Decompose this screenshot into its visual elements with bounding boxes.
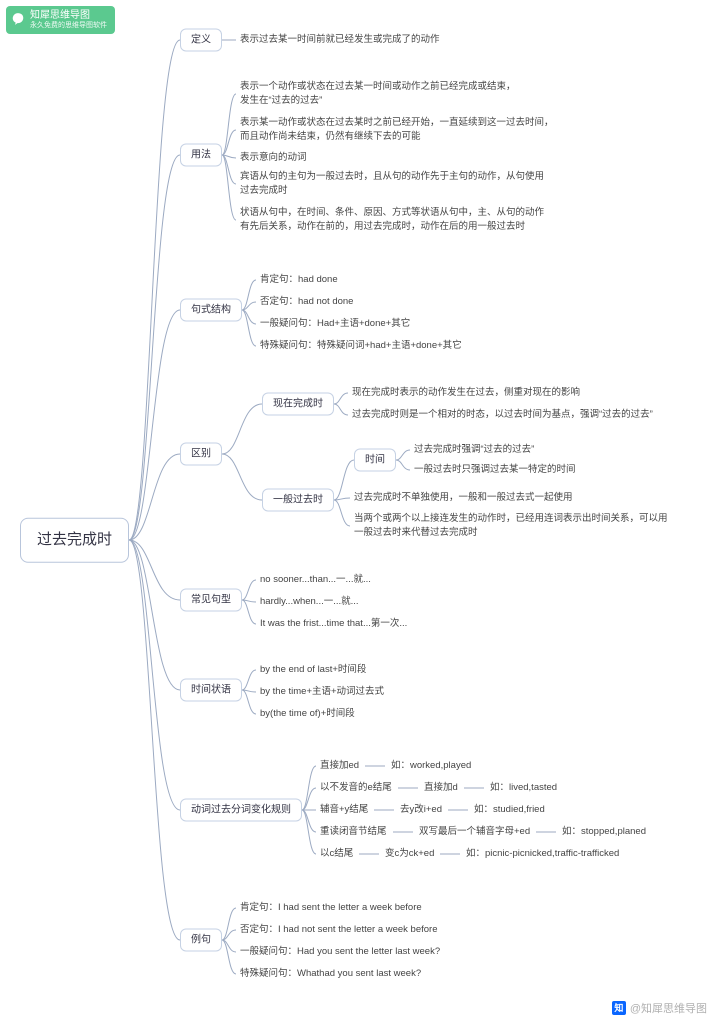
watermark: 知 @知犀思维导图 — [612, 1000, 707, 1016]
leaf-text: 否定句：had not done — [260, 295, 353, 309]
leaf-text: 表示意向的动词 — [240, 151, 307, 165]
leaf-text: 特殊疑问句：Whathad you sent last week? — [240, 967, 421, 981]
branch-node: 定义 — [180, 29, 222, 52]
badge-title: 知犀思维导图 — [30, 10, 107, 22]
leaf-text: 肯定句：I had sent the letter a week before — [240, 901, 422, 915]
leaf-text: 直接加d — [424, 781, 458, 795]
branch-node: 常见句型 — [180, 589, 242, 612]
leaf-text: 现在完成时表示的动作发生在过去，侧重对现在的影响 — [352, 386, 580, 400]
mindmap-canvas: 知犀思维导图 永久免费的思维导图软件 知 @知犀思维导图 过去完成时 定义 表示过去… — [0, 0, 717, 1024]
leaf-text: 状语从句中，在时间、条件、原因、方式等状语从句中，主、从句的动作有先后关系，动作… — [240, 206, 544, 234]
branch-node: 动词过去分词变化规则 — [180, 799, 302, 822]
leaf-text: 如：stopped,planed — [562, 825, 646, 839]
leaf-text: 重读闭音节结尾 — [320, 825, 387, 839]
app-badge: 知犀思维导图 永久免费的思维导图软件 — [6, 6, 115, 34]
leaf-text: 表示一个动作或状态在过去某一时间或动作之前已经完成或结束，发生在“过去的过去” — [240, 80, 516, 108]
leaf-text: 表示过去某一时间前就已经发生或完成了的动作 — [240, 33, 440, 47]
leaf-text: by the time+主语+动词过去式 — [260, 685, 384, 699]
leaf-text: 以不发音的e结尾 — [320, 781, 392, 795]
leaf-text: 变c为ck+ed — [385, 847, 434, 861]
leaf-text: 过去完成时则是一个相对的时态，以过去时间为基点，强调“过去的过去” — [352, 408, 653, 422]
branch-node: 句式结构 — [180, 299, 242, 322]
branch-node: 区别 — [180, 443, 222, 466]
badge-subtitle: 永久免费的思维导图软件 — [30, 22, 107, 30]
leaf-text: no sooner...than...一...就... — [260, 573, 371, 587]
leaf-text: by(the time of)+时间段 — [260, 707, 355, 721]
branch-node: 一般过去时 — [262, 489, 334, 512]
leaf-text: by the end of last+时间段 — [260, 663, 366, 677]
branch-node: 例句 — [180, 929, 222, 952]
root-node: 过去完成时 — [20, 518, 129, 563]
leaf-text: 去y改i+ed — [400, 803, 442, 817]
leaf-text: 过去完成时不单独使用，一般和一般过去式一起使用 — [354, 491, 573, 505]
leaf-text: 双写最后一个辅音字母+ed — [419, 825, 530, 839]
leaf-text: 宾语从句的主句为一般过去时，且从句的动作先于主句的动作，从句使用过去完成时 — [240, 170, 544, 198]
leaf-text: 以c结尾 — [320, 847, 353, 861]
leaf-text: 过去完成时强调“过去的过去” — [414, 443, 534, 457]
leaf-text: 如：worked,played — [391, 759, 471, 773]
leaf-text: 一般疑问句：Had+主语+done+其它 — [260, 317, 410, 331]
branch-node: 时间状语 — [180, 679, 242, 702]
leaf-text: 表示某一动作或状态在过去某时之前已经开始，一直延续到这一过去时间，而且动作尚未结… — [240, 116, 554, 144]
leaf-text: 如：studied,fried — [474, 803, 545, 817]
leaf-text: 一般疑问句：Had you sent the letter last week? — [240, 945, 440, 959]
leaf-text: 如：picnic-picnicked,traffic-trafficked — [466, 847, 619, 861]
branch-node: 时间 — [354, 449, 396, 472]
leaf-text: 辅音+y结尾 — [320, 803, 368, 817]
leaf-text: 如：lived,tasted — [490, 781, 557, 795]
leaf-text: hardly...when...一...就... — [260, 595, 359, 609]
branch-node: 用法 — [180, 144, 222, 167]
branch-node: 现在完成时 — [262, 393, 334, 416]
leaf-text: It was the frist...time that...第一次... — [260, 617, 407, 631]
leaf-text: 特殊疑问句：特殊疑问词+had+主语+done+其它 — [260, 339, 462, 353]
leaf-text: 肯定句：had done — [260, 273, 338, 287]
zhihu-icon: 知 — [612, 1001, 626, 1015]
leaf-text: 否定句：I had not sent the letter a week bef… — [240, 923, 438, 937]
leaf-text: 当两个或两个以上接连发生的动作时，已经用连词表示出时间关系，可以用一般过去时来代… — [354, 512, 668, 540]
leaf-text: 一般过去时只强调过去某一特定的时间 — [414, 463, 576, 477]
leaf-text: 直接加ed — [320, 759, 359, 773]
